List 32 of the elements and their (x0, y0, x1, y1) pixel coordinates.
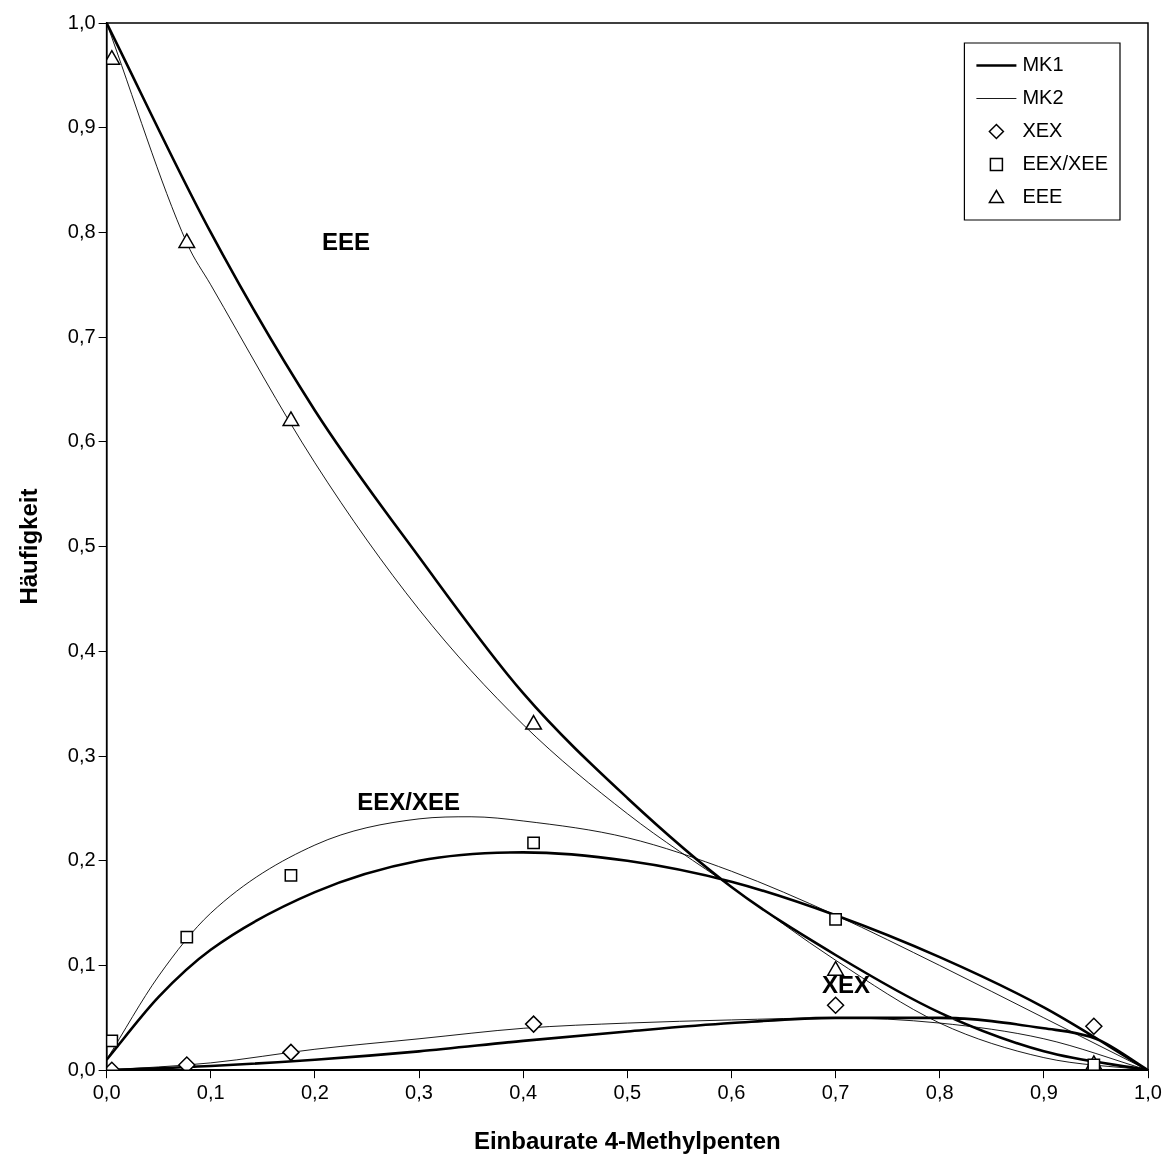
y-tick-label: 0,8 (67, 219, 96, 242)
x-tick-label: 0,0 (92, 1080, 121, 1103)
annotation: EEX/XEE (357, 787, 460, 815)
y-tick-label: 0,1 (67, 953, 96, 975)
x-tick-label: 0,5 (613, 1080, 642, 1103)
legend-label: MK1 (1022, 53, 1064, 76)
legend-label: EEE (1022, 185, 1063, 208)
legend-label: EEX/XEE (1022, 152, 1109, 175)
x-tick-label: 0,3 (405, 1080, 433, 1103)
y-tick-label: 0,0 (67, 1057, 96, 1080)
y-tick-label: 0,7 (67, 324, 96, 347)
y-tick-label: 0,5 (67, 534, 96, 557)
y-tick-label: 0,9 (67, 115, 96, 138)
y-axis-title: Häufigkeit (15, 488, 43, 605)
x-tick-label: 0,7 (821, 1080, 850, 1103)
x-axis-title: Einbaurate 4-Methylpenten (473, 1127, 781, 1155)
y-tick-label: 0,3 (67, 743, 96, 766)
x-tick-label: 0,1 (196, 1080, 225, 1103)
x-tick-label: 0,4 (509, 1080, 538, 1103)
y-tick-label: 0,6 (67, 429, 96, 452)
y-tick-label: 0,2 (67, 848, 96, 871)
x-tick-label: 1,0 (1134, 1080, 1162, 1103)
y-tick-label: 1,0 (67, 10, 96, 33)
annotation: EEE (322, 227, 371, 255)
y-tick-label: 0,4 (67, 638, 96, 661)
x-tick-label: 0,2 (300, 1080, 329, 1103)
legend-label: XEX (1022, 119, 1063, 142)
legend-label: MK2 (1022, 86, 1064, 109)
annotation: XEX (821, 971, 871, 999)
x-tick-label: 0,9 (1029, 1080, 1058, 1103)
x-tick-label: 0,6 (717, 1080, 746, 1103)
x-tick-label: 0,8 (925, 1080, 954, 1103)
